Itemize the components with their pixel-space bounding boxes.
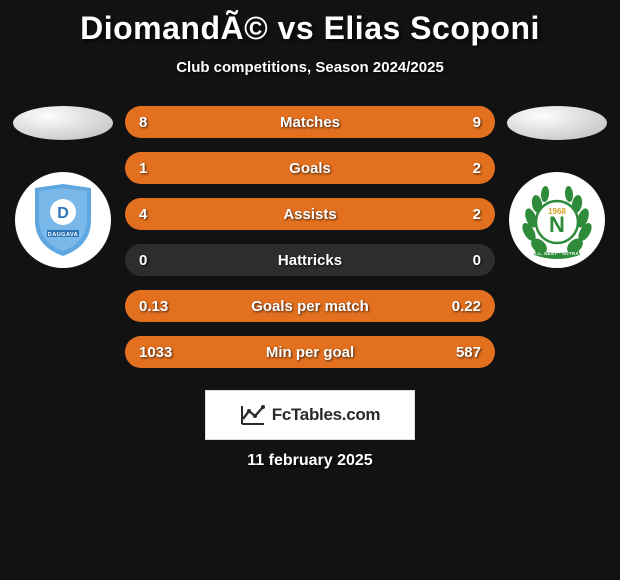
stat-label: Goals: [125, 160, 495, 177]
svg-text:I.L. NEST · SOTRA: I.L. NEST · SOTRA: [535, 251, 579, 256]
team-badge-right: 1968 N I.L. NEST · SOTRA: [509, 172, 605, 268]
stat-bar: 42Assists: [125, 198, 495, 230]
stat-label: Assists: [125, 206, 495, 223]
chart-icon: [240, 404, 266, 426]
svg-text:D: D: [57, 205, 69, 222]
comparison-card: DiomandÃ© vs Elias Scoponi Club competit…: [0, 0, 620, 470]
watermark-box[interactable]: FcTables.com: [205, 390, 415, 440]
page-title: DiomandÃ© vs Elias Scoponi: [0, 10, 620, 47]
left-player-avatar: [13, 106, 113, 140]
stat-label: Min per goal: [125, 344, 495, 361]
stat-bar: 00Hattricks: [125, 244, 495, 276]
right-player-col: 1968 N I.L. NEST · SOTRA: [507, 106, 607, 268]
laurel-badge-icon: 1968 N I.L. NEST · SOTRA: [515, 178, 599, 262]
subtitle: Club competitions, Season 2024/2025: [0, 59, 620, 76]
stat-bar: 0.130.22Goals per match: [125, 290, 495, 322]
svg-text:DAUGAVA: DAUGAVA: [48, 232, 79, 238]
shield-icon: D DAUGAVA: [33, 184, 93, 256]
stat-label: Matches: [125, 114, 495, 131]
date-label: 11 february 2025: [0, 452, 620, 470]
stat-label: Hattricks: [125, 252, 495, 269]
stat-bar: 12Goals: [125, 152, 495, 184]
left-player-col: D DAUGAVA: [13, 106, 113, 268]
svg-text:N: N: [549, 212, 565, 237]
main-row: D DAUGAVA 89Matches 12Goals 42Assists 00Hat…: [0, 106, 620, 368]
stats-column: 89Matches 12Goals 42Assists 00Hattricks 0.13…: [125, 106, 495, 368]
right-player-avatar: [507, 106, 607, 140]
watermark-text: FcTables.com: [272, 405, 381, 425]
stat-label: Goals per match: [125, 298, 495, 315]
stat-bar: 1033587Min per goal: [125, 336, 495, 368]
stat-bar: 89Matches: [125, 106, 495, 138]
team-badge-left: D DAUGAVA: [15, 172, 111, 268]
